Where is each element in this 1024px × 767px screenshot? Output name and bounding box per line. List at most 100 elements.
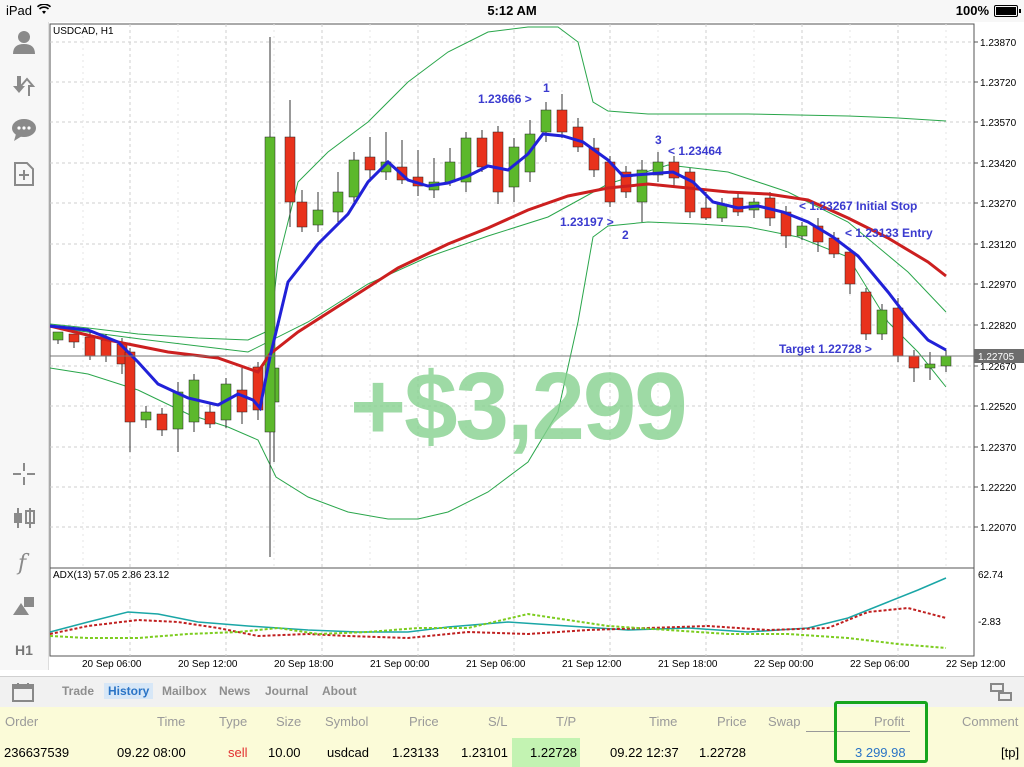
bull-candle <box>52 331 64 341</box>
tab-about[interactable]: About <box>322 684 357 698</box>
status-bar: iPad 5:12 AM 100% <box>0 0 1024 22</box>
indicator-icon[interactable]: f <box>8 546 40 578</box>
bear-candle <box>364 156 376 171</box>
annotation-target: Target 1.22728 > <box>779 342 872 356</box>
cell-size: 10.00 <box>268 745 301 760</box>
col-symbol: Symbol <box>325 714 369 729</box>
bull-candle <box>264 136 276 433</box>
table-row[interactable]: 236637539 09.22 08:00 sell 10.00 usdcad … <box>0 738 1024 767</box>
bear-candle <box>844 251 856 285</box>
price-label: 1.23120 <box>980 240 1017 251</box>
bear-candle <box>668 161 680 179</box>
timeframe-button[interactable]: H1 <box>8 634 40 666</box>
clock: 5:12 AM <box>487 3 537 18</box>
col-time: Time <box>157 714 186 729</box>
price-label: 1.22520 <box>980 402 1017 413</box>
objects-icon[interactable] <box>8 590 40 622</box>
candle-type-icon[interactable] <box>8 502 40 534</box>
battery-icon <box>994 4 1021 17</box>
annotation-entry: < 1.23133 Entry <box>845 226 933 240</box>
adx-minus-di-line <box>49 606 947 640</box>
bear-candle <box>556 109 568 133</box>
moving-averages <box>49 132 947 412</box>
price-axis: 1.23870 1.23720 1.23570 1.23420 1.23270 1.231… <box>974 38 1017 534</box>
annotation-low: 1.23197 > <box>560 215 614 229</box>
cell-close-price: 1.22728 <box>699 745 746 760</box>
cell-time: 09.22 08:00 <box>117 745 186 760</box>
bull-candle <box>540 109 552 133</box>
cell-type: sell <box>228 745 248 760</box>
adx-lines <box>49 577 947 649</box>
time-label: 21 Sep 06:00 <box>466 659 526 670</box>
bear-candle <box>700 207 712 219</box>
account-icon[interactable] <box>8 26 40 58</box>
time-label: 20 Sep 06:00 <box>82 659 142 670</box>
layout-icon[interactable] <box>990 682 1012 707</box>
tab-news[interactable]: News <box>219 684 251 698</box>
annotation-initial-stop: < 1.23267 Initial Stop <box>799 199 917 213</box>
trade-icon[interactable] <box>8 70 40 102</box>
terminal-tab-bar: Trade History Mailbox News Journal About <box>0 676 1024 707</box>
adx-plus-di-line <box>49 612 947 649</box>
time-label: 20 Sep 12:00 <box>178 659 238 670</box>
new-order-icon[interactable] <box>8 158 40 190</box>
tab-journal[interactable]: Journal <box>265 684 309 698</box>
bull-candle <box>796 225 808 237</box>
device-name: iPad <box>6 3 33 18</box>
history-table: Order Time Type Size Symbol Price S/L T/… <box>0 707 1024 767</box>
cell-symbol: usdcad <box>327 745 369 760</box>
symbol-label: USDCAD, H1 <box>53 26 114 37</box>
time-label: 22 Sep 06:00 <box>850 659 910 670</box>
bear-candle <box>236 389 248 413</box>
adx-panel-frame <box>49 567 975 657</box>
bull-candle <box>140 411 152 421</box>
annotation-wave-3: 3 <box>655 133 662 147</box>
bear-candle <box>732 197 744 213</box>
cell-comment: [tp] <box>1001 745 1020 760</box>
col-price: Price <box>409 714 439 729</box>
cell-close-time: 09.22 12:37 <box>610 745 679 760</box>
bull-candle <box>444 161 456 183</box>
price-label: 1.23870 <box>980 38 1017 49</box>
bear-candle <box>572 126 584 148</box>
chart-area[interactable]: USDCAD, H1 ADX(13) 57.05 2.86 23.12 1.23… <box>48 22 1024 670</box>
bull-candle <box>312 209 324 226</box>
bear-candle <box>620 171 632 193</box>
adx-main-line <box>49 577 947 633</box>
time-label: 21 Sep 18:00 <box>658 659 718 670</box>
bear-candle <box>908 355 920 369</box>
bear-candle <box>492 131 504 193</box>
bull-candle <box>940 355 952 367</box>
cell-order: 236637539 <box>4 745 70 760</box>
price-label: 1.22070 <box>980 523 1017 534</box>
bull-candle <box>876 309 888 335</box>
col-profit: Profit <box>874 714 905 729</box>
profit-sort-indicator <box>806 731 910 732</box>
bull-candle <box>332 191 344 213</box>
price-label: 1.22220 <box>980 483 1017 494</box>
annotation-wave-2: 2 <box>622 228 629 242</box>
cell-sl: 1.23101 <box>461 745 508 760</box>
bear-candle <box>684 171 696 213</box>
cell-profit: 3 299.98 <box>855 745 906 760</box>
price-label: 1.23270 <box>980 199 1017 210</box>
adx-max-label: 62.74 <box>978 570 1003 581</box>
annotation-wave-1: 1 <box>543 81 550 95</box>
candlesticks <box>52 37 952 557</box>
bull-candle <box>924 363 936 369</box>
col-swap: Swap <box>768 714 801 729</box>
current-price-tag <box>974 349 1024 363</box>
price-chart[interactable]: USDCAD, H1 ADX(13) 57.05 2.86 23.12 1.23… <box>48 22 1024 670</box>
crosshair-icon[interactable] <box>8 458 40 490</box>
bear-candle <box>892 307 904 357</box>
time-axis: 20 Sep 06:00 20 Sep 12:00 20 Sep 18:00 21 S… <box>82 659 1006 670</box>
cell-tp: 1.22728 <box>530 745 577 760</box>
bear-candle <box>204 411 216 425</box>
blue-moving-average <box>49 132 947 412</box>
chat-icon[interactable] <box>8 114 40 146</box>
time-label: 20 Sep 18:00 <box>274 659 334 670</box>
tab-history[interactable]: History <box>104 683 154 699</box>
calendar-icon[interactable] <box>12 682 34 707</box>
tab-trade[interactable]: Trade <box>62 684 95 698</box>
tab-mailbox[interactable]: Mailbox <box>162 684 207 698</box>
